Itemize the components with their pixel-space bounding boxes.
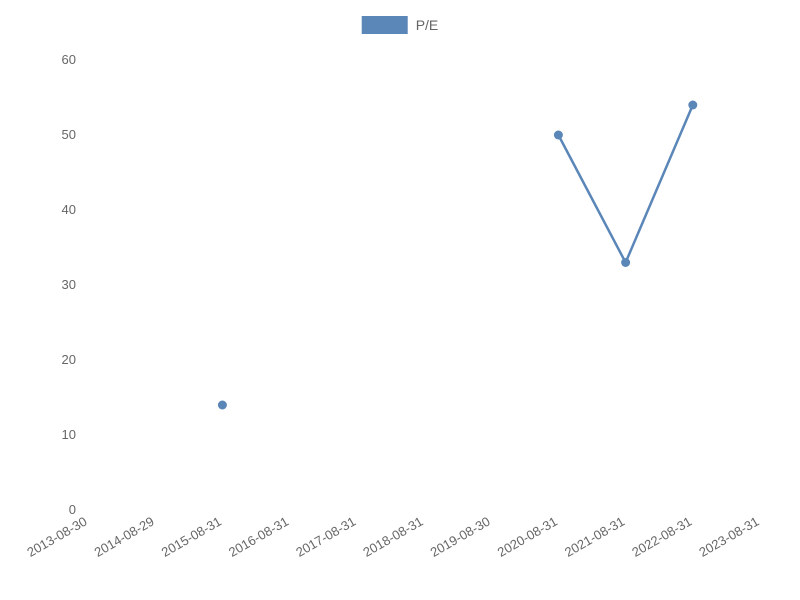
y-tick-label: 0: [69, 502, 76, 517]
series-marker: [218, 401, 227, 410]
legend-label: P/E: [416, 17, 439, 33]
y-tick-label: 10: [62, 427, 76, 442]
chart-bg: [0, 0, 800, 600]
series-marker: [621, 258, 630, 267]
chart-svg: 01020304050602013-08-302014-08-292015-08…: [0, 0, 800, 600]
y-tick-label: 50: [62, 127, 76, 142]
y-tick-label: 20: [62, 352, 76, 367]
pe-line-chart: 01020304050602013-08-302014-08-292015-08…: [0, 0, 800, 600]
series-marker: [554, 131, 563, 140]
y-tick-label: 30: [62, 277, 76, 292]
legend-swatch: [362, 16, 408, 34]
legend: P/E: [362, 16, 439, 34]
series-marker: [688, 101, 697, 110]
y-tick-label: 40: [62, 202, 76, 217]
y-tick-label: 60: [62, 52, 76, 67]
